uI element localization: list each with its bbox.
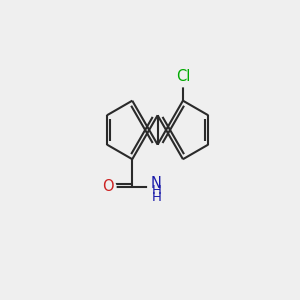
Text: H: H [151, 190, 161, 203]
Circle shape [148, 178, 165, 196]
Text: O: O [103, 179, 114, 194]
Text: N: N [151, 176, 162, 190]
Circle shape [100, 179, 116, 195]
Circle shape [173, 67, 193, 87]
Text: H: H [151, 184, 161, 196]
Text: Cl: Cl [176, 69, 190, 84]
